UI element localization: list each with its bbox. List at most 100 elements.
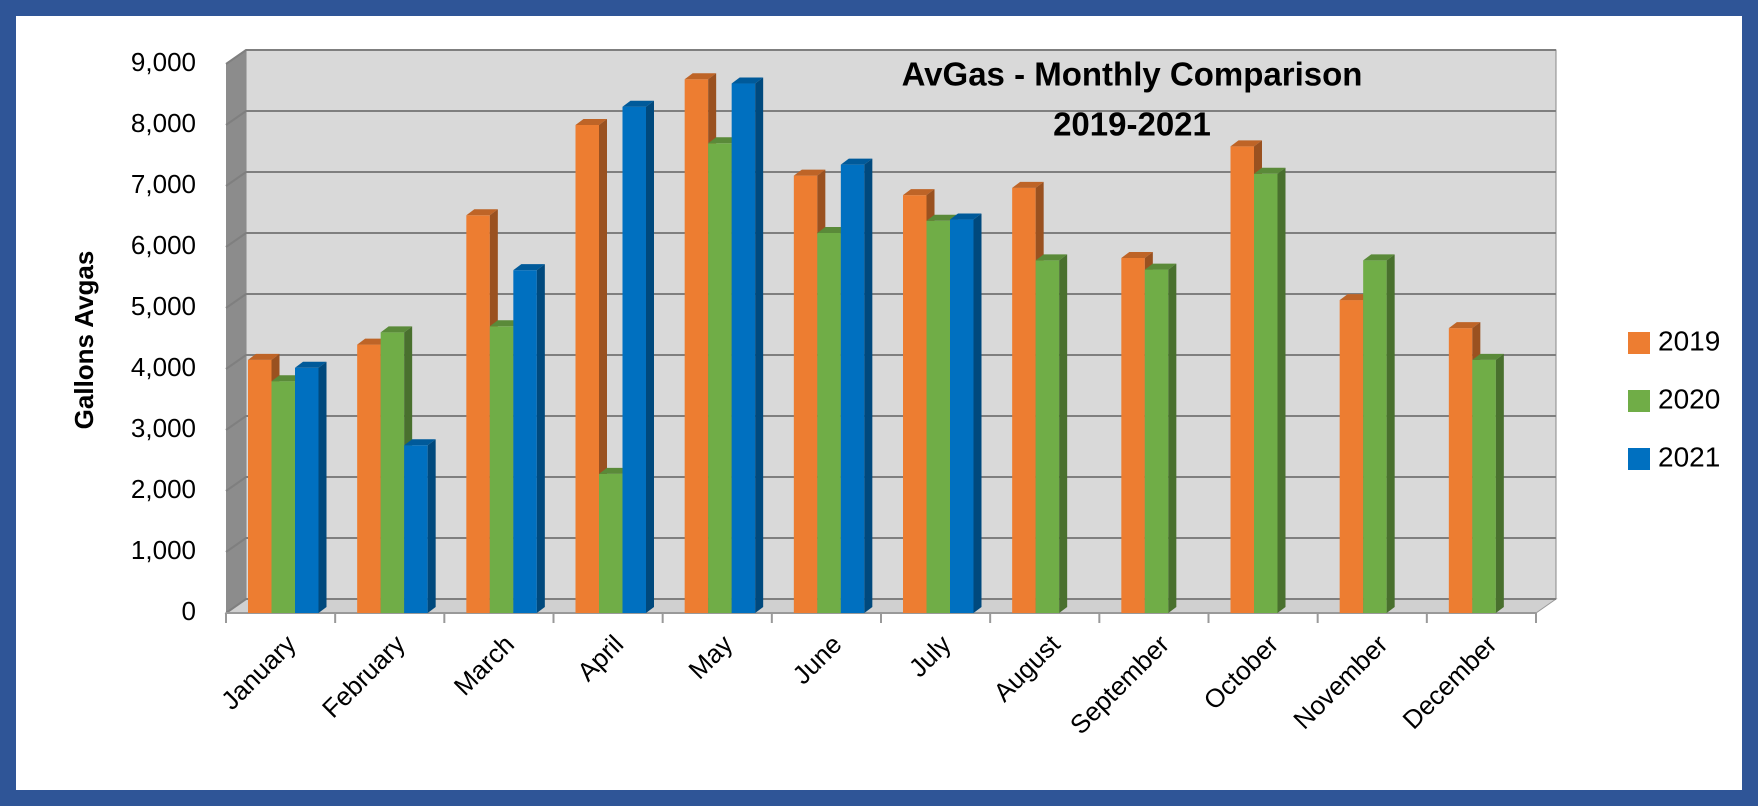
bar-top <box>1035 254 1068 261</box>
bar-side <box>1168 263 1177 613</box>
bar-top <box>248 353 280 360</box>
y-tick-label: 4,000 <box>131 352 196 382</box>
grid-line <box>225 476 1556 492</box>
grid-line <box>225 171 1556 187</box>
bar-side <box>1386 254 1395 614</box>
bar-side <box>536 264 545 613</box>
bar-front <box>599 473 623 613</box>
grid-line <box>225 110 1556 126</box>
bar-top <box>840 158 873 165</box>
y-tick-label: 3,000 <box>131 413 196 443</box>
bar-front <box>684 79 709 613</box>
bar-top <box>1121 251 1153 258</box>
bar-top <box>622 100 654 107</box>
bar <box>731 77 764 613</box>
bar-front <box>817 232 841 613</box>
bar-top <box>1472 353 1504 360</box>
bar-front <box>248 359 272 613</box>
bar <box>1472 353 1504 613</box>
legend-label: 2021 <box>1658 441 1720 472</box>
bar-top <box>731 77 764 84</box>
side-wall <box>226 50 246 613</box>
bar-top <box>793 169 826 176</box>
bar-front <box>1472 359 1496 613</box>
plot-area <box>224 49 1558 623</box>
bar-front <box>840 164 865 613</box>
grid-line <box>225 537 1556 553</box>
bar-front <box>575 125 599 613</box>
bar-front <box>793 175 818 613</box>
bar-top <box>295 361 327 368</box>
bar-top <box>950 213 982 220</box>
bar <box>1144 263 1177 613</box>
bar-side <box>1277 167 1286 614</box>
y-tick-label: 0 <box>182 596 196 626</box>
grid-line <box>225 415 1556 431</box>
bar-top <box>1363 254 1395 261</box>
chart-title: AvGas - Monthly Comparison <box>902 56 1363 93</box>
bar-front <box>1121 257 1145 613</box>
bar-top <box>466 209 498 216</box>
y-tick-label: 9,000 <box>131 47 196 77</box>
bar <box>404 439 436 613</box>
bar-front <box>513 270 537 613</box>
bar-front <box>404 445 428 613</box>
y-axis-label: Gallons Avgas <box>69 251 99 430</box>
bar-top <box>903 189 935 196</box>
bar-top <box>684 73 717 80</box>
bar-top <box>1230 140 1262 147</box>
bar <box>950 213 982 614</box>
bar-front <box>1339 300 1364 613</box>
bar-side <box>427 439 436 613</box>
bar-top <box>1144 263 1177 270</box>
y-tick-label: 5,000 <box>131 291 196 321</box>
bar-front <box>1035 260 1060 613</box>
bar-top <box>513 264 545 271</box>
legend-swatch <box>1628 332 1650 354</box>
bar-front <box>1363 260 1387 613</box>
bar <box>1035 254 1068 614</box>
bar-side <box>1059 254 1068 614</box>
bar <box>840 158 873 613</box>
bar-front <box>1230 146 1254 613</box>
bar-front <box>731 83 756 613</box>
bar-front <box>466 215 490 613</box>
bar-side <box>864 158 873 613</box>
bar-front <box>708 143 732 614</box>
bar-front <box>357 344 381 613</box>
bar <box>1363 254 1395 614</box>
bar-front <box>1012 187 1036 613</box>
bar-side <box>318 361 327 613</box>
bar-top <box>380 326 413 333</box>
bar-front <box>380 332 405 613</box>
bar-top <box>404 439 436 446</box>
bar-side <box>755 77 764 613</box>
y-tick-label: 2,000 <box>131 474 196 504</box>
y-tick-label: 7,000 <box>131 169 196 199</box>
bar-top <box>1448 322 1481 329</box>
legend-swatch <box>1628 448 1650 470</box>
bar <box>513 264 545 613</box>
bar-top <box>1254 167 1286 174</box>
bar-front <box>271 381 295 613</box>
grid-line <box>225 49 1556 65</box>
bar <box>1254 167 1286 614</box>
chart-subtitle: 2019-2021 <box>1053 106 1211 143</box>
bar-front <box>1254 173 1278 614</box>
grid-line <box>225 232 1556 248</box>
bar-top <box>926 214 958 221</box>
bar-side <box>973 213 982 614</box>
legend-label: 2020 <box>1658 383 1720 414</box>
bar-front <box>295 367 319 613</box>
bar <box>622 100 654 613</box>
y-tick-label: 1,000 <box>131 535 196 565</box>
grid-line <box>225 598 1556 614</box>
bar-front <box>489 326 514 613</box>
legend-swatch <box>1628 390 1650 412</box>
bar-side <box>1495 353 1504 613</box>
bar-front <box>950 219 974 614</box>
y-tick-label: 6,000 <box>131 230 196 260</box>
y-tick-label: 8,000 <box>131 108 196 138</box>
bar-front <box>1448 328 1473 613</box>
